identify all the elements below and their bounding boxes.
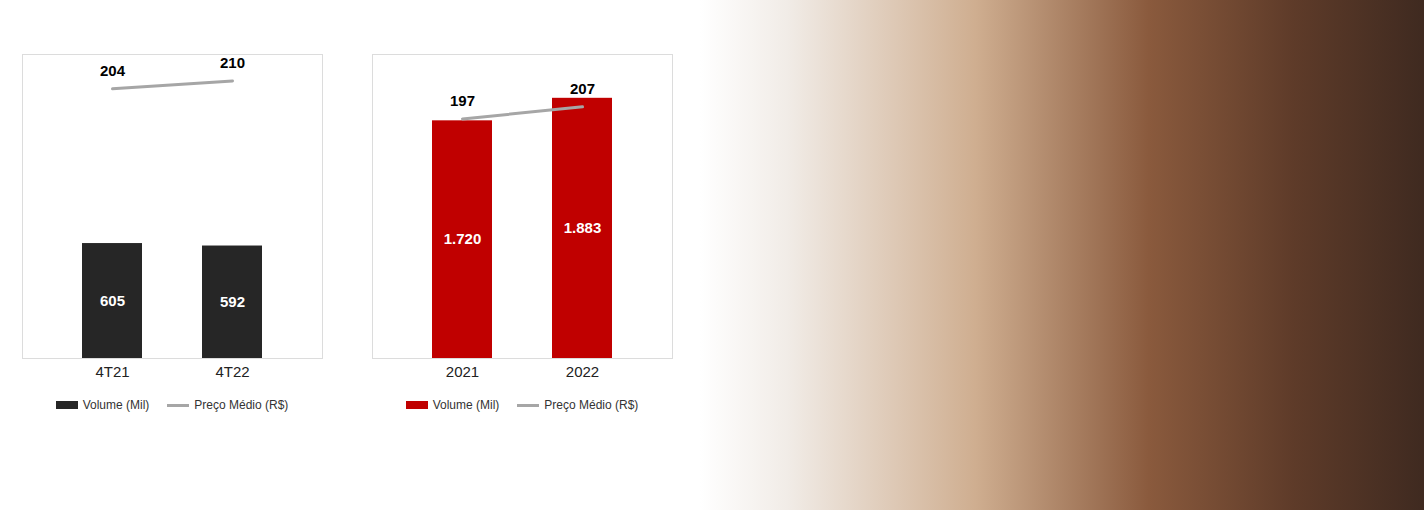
svg-text:1.720: 1.720 <box>444 230 482 247</box>
svg-text:4T22: 4T22 <box>215 363 249 380</box>
svg-text:4T21: 4T21 <box>95 363 129 380</box>
html-text:Volume (Mil): Volume (Mil) <box>432 398 500 412</box>
svg-text:197: 197 <box>450 92 475 109</box>
svg-text:2022: 2022 <box>566 363 599 380</box>
svg-text:210: 210 <box>220 54 245 71</box>
html-text:Volume (Mil): Volume (Mil) <box>82 398 150 412</box>
svg-text:1.883: 1.883 <box>564 219 602 236</box>
svg-text:2021: 2021 <box>446 363 479 380</box>
html-text:Preço Médio (R$): Preço Médio (R$) <box>194 398 289 412</box>
html-text:Preço Médio (R$): Preço Médio (R$) <box>544 398 639 412</box>
svg-text:605: 605 <box>100 292 125 309</box>
svg-text:592: 592 <box>220 293 245 310</box>
svg-text:204: 204 <box>100 62 126 79</box>
svg-text:207: 207 <box>570 80 595 97</box>
